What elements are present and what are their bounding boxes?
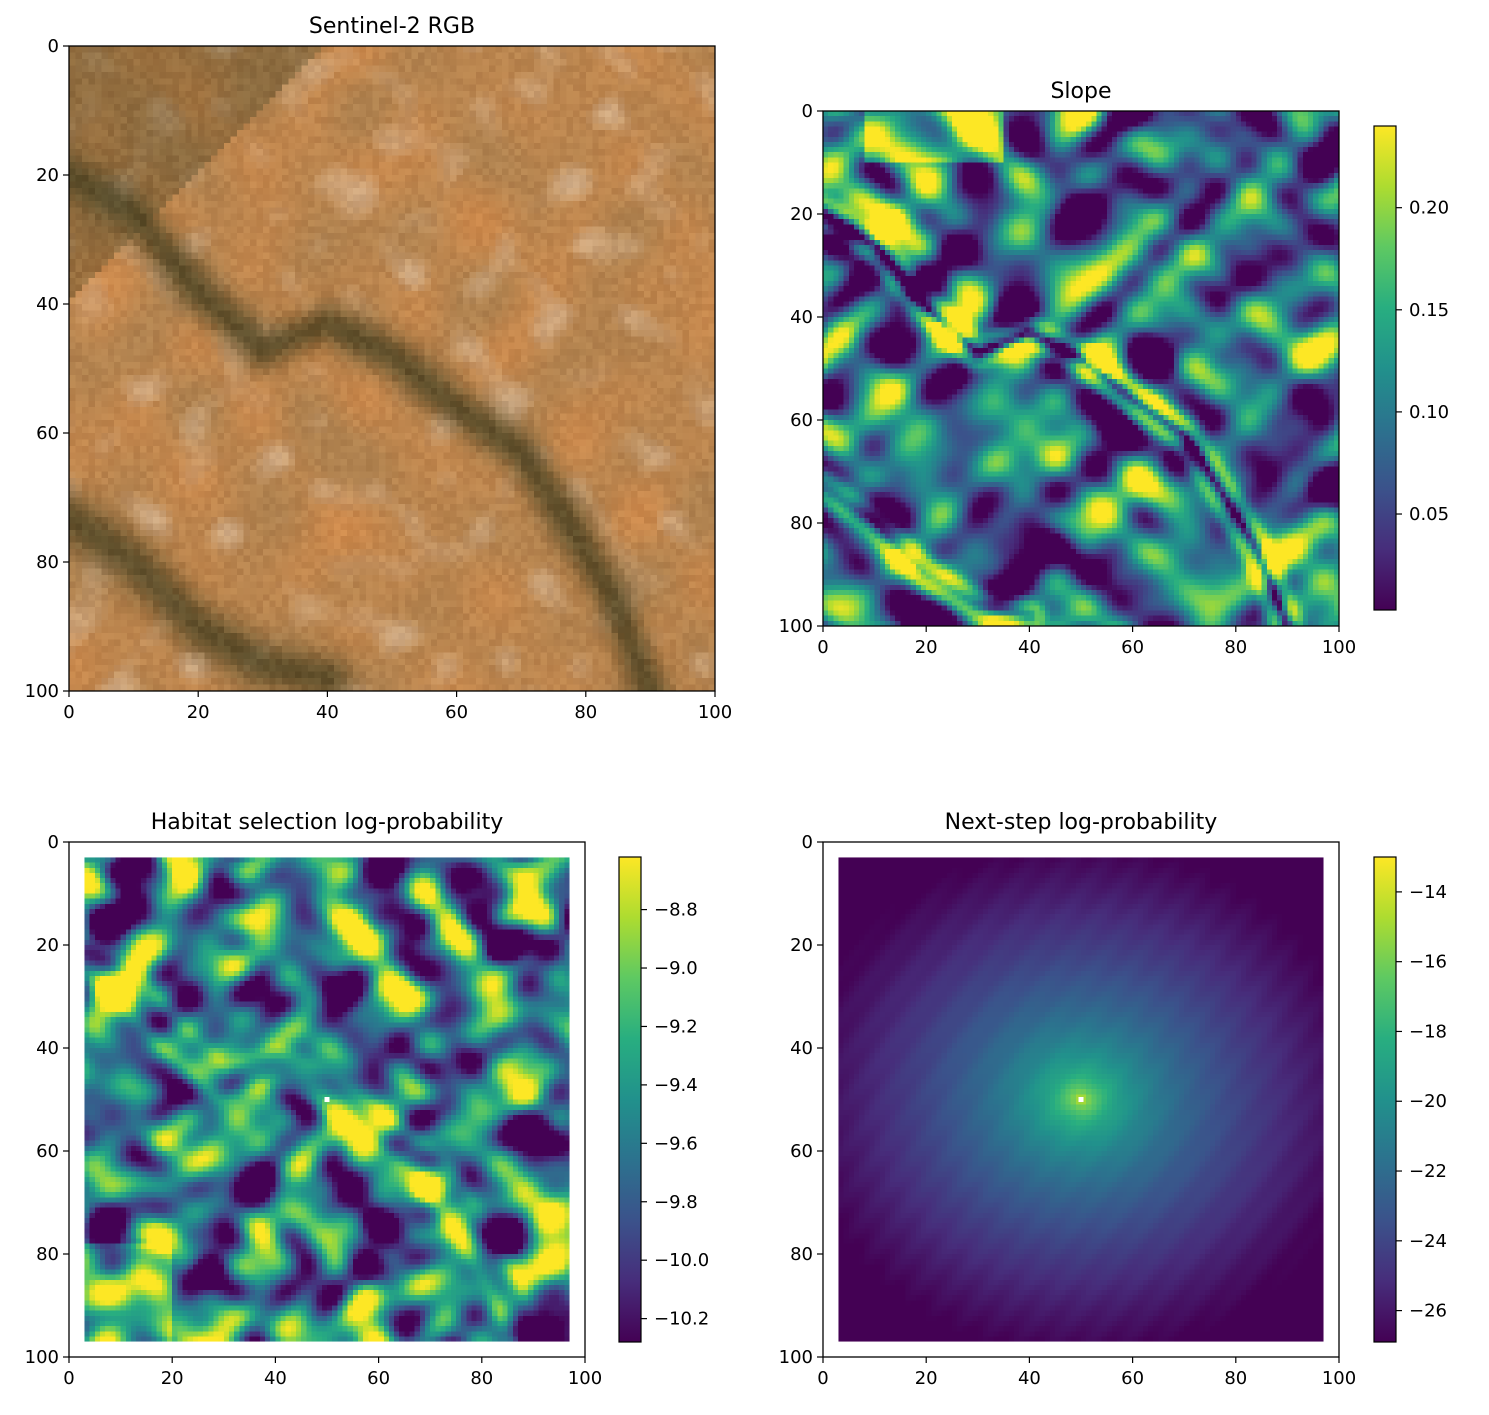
colorbar-tick-label: −26 <box>1409 1301 1447 1322</box>
x-tick-label: 100 <box>1322 637 1356 658</box>
colorbar <box>1373 125 1397 611</box>
y-tick-label: 40 <box>790 1038 813 1059</box>
y-tick-label: 20 <box>36 935 59 956</box>
heatmap-image <box>69 46 715 691</box>
colorbar-tick-label: −22 <box>1409 1161 1447 1182</box>
y-tick-label: 60 <box>790 410 813 431</box>
y-tick-label: 0 <box>802 832 813 853</box>
x-tick-label: 40 <box>316 702 339 723</box>
axes-frame <box>68 45 716 692</box>
colorbar-tick-label: 0.05 <box>1409 504 1449 525</box>
y-tick-label: 20 <box>790 935 813 956</box>
y-tick-label: 40 <box>790 307 813 328</box>
colorbar-tick-label: −24 <box>1409 1231 1447 1252</box>
y-tick-label: 60 <box>36 1141 59 1162</box>
colorbar-tick-label: −9.8 <box>654 1192 698 1213</box>
colorbar-tick-label: −9.6 <box>654 1133 698 1154</box>
x-tick-label: 60 <box>367 1368 390 1389</box>
colorbar-tick-label: −9.0 <box>654 958 698 979</box>
colorbar-tick-label: −18 <box>1409 1021 1447 1042</box>
colorbar-tick-label: 0.10 <box>1409 402 1449 423</box>
panel-title-slope: Slope <box>1050 79 1111 104</box>
colorbar <box>1373 856 1397 1343</box>
y-tick-label: 20 <box>790 204 813 225</box>
x-tick-label: 100 <box>568 1368 602 1389</box>
x-tick-label: 60 <box>1121 637 1144 658</box>
x-tick-label: 40 <box>264 1368 287 1389</box>
y-tick-label: 60 <box>36 423 59 444</box>
x-tick-label: 0 <box>817 1368 828 1389</box>
colorbar-tick-label: −10.2 <box>654 1309 709 1330</box>
x-tick-label: 80 <box>1224 1368 1247 1389</box>
y-tick-label: 100 <box>779 616 813 637</box>
y-tick-label: 80 <box>790 1244 813 1265</box>
y-tick-label: 40 <box>36 1038 59 1059</box>
y-tick-label: 80 <box>36 1244 59 1265</box>
y-tick-label: 60 <box>790 1141 813 1162</box>
x-tick-label: 80 <box>1224 637 1247 658</box>
panel-title-rgb: Sentinel-2 RGB <box>309 14 475 39</box>
y-tick-label: 0 <box>48 36 59 57</box>
y-tick-label: 40 <box>36 294 59 315</box>
colorbar <box>618 856 642 1343</box>
x-tick-label: 80 <box>470 1368 493 1389</box>
y-tick-label: 100 <box>25 1347 59 1368</box>
y-tick-label: 80 <box>790 513 813 534</box>
x-tick-label: 0 <box>63 702 74 723</box>
colorbar-tick-label: −9.2 <box>654 1016 698 1037</box>
y-tick-label: 0 <box>48 832 59 853</box>
x-tick-label: 40 <box>1018 637 1041 658</box>
x-tick-label: 20 <box>187 702 210 723</box>
x-tick-label: 40 <box>1018 1368 1041 1389</box>
colorbar-tick-label: −14 <box>1409 882 1447 903</box>
x-tick-label: 100 <box>698 702 732 723</box>
colorbar-tick-label: −16 <box>1409 952 1447 973</box>
axes-frame <box>822 110 1340 627</box>
x-tick-label: 60 <box>1121 1368 1144 1389</box>
colorbar-tick-label: −10.0 <box>654 1250 709 1271</box>
x-tick-label: 100 <box>1322 1368 1356 1389</box>
colorbar-tick-label: −9.4 <box>654 1075 698 1096</box>
y-tick-label: 100 <box>779 1347 813 1368</box>
y-tick-label: 100 <box>25 681 59 702</box>
x-tick-label: 60 <box>445 702 468 723</box>
panel-title-habitat: Habitat selection log-probability <box>151 810 504 835</box>
current-location-marker <box>1078 1097 1084 1102</box>
y-tick-label: 80 <box>36 552 59 573</box>
colorbar-tick-label: 0.20 <box>1409 198 1449 219</box>
y-tick-label: 20 <box>36 165 59 186</box>
x-tick-label: 20 <box>915 1368 938 1389</box>
colorbar-tick-label: −8.8 <box>654 900 698 921</box>
axes-frame <box>68 841 586 1358</box>
y-tick-label: 0 <box>802 101 813 122</box>
panel-title-nextstep: Next-step log-probability <box>945 810 1218 835</box>
x-tick-label: 20 <box>161 1368 184 1389</box>
colorbar-tick-label: −20 <box>1409 1091 1447 1112</box>
x-tick-label: 20 <box>915 637 938 658</box>
heatmap-image <box>823 111 1339 626</box>
x-tick-label: 0 <box>63 1368 74 1389</box>
x-tick-label: 80 <box>574 702 597 723</box>
x-tick-label: 0 <box>817 637 828 658</box>
axes-frame <box>822 841 1340 1358</box>
colorbar-tick-label: 0.15 <box>1409 300 1449 321</box>
current-location-marker <box>324 1097 330 1102</box>
